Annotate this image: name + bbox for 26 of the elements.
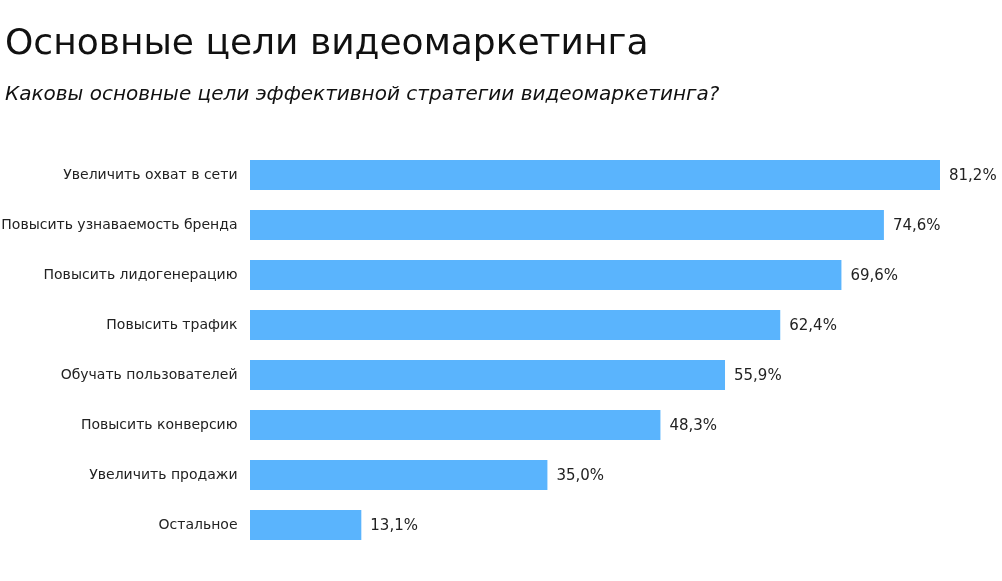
data-label: 13,1% bbox=[370, 516, 418, 534]
data-label: 48,3% bbox=[669, 416, 718, 434]
y-tick-label: Повысить трафик bbox=[106, 316, 238, 332]
data-label: 74,6% bbox=[892, 216, 941, 234]
y-tick-label: Остальное bbox=[158, 516, 238, 532]
bar bbox=[250, 210, 884, 240]
data-label: 62,4% bbox=[789, 316, 837, 334]
data-label: 81,2% bbox=[949, 166, 997, 184]
data-label: 69,6% bbox=[850, 266, 899, 284]
y-tick-label: Увеличить охват в сети bbox=[63, 166, 238, 182]
bar bbox=[250, 410, 661, 440]
bar bbox=[250, 460, 548, 490]
bar bbox=[250, 310, 781, 340]
data-label: 35,0% bbox=[556, 466, 605, 484]
y-tick-label: Увеличить продажи bbox=[89, 466, 238, 482]
bar bbox=[250, 160, 940, 190]
y-tick-label: Обучать пользователей bbox=[60, 366, 238, 382]
y-tick-label: Повысить конверсию bbox=[80, 416, 238, 432]
chart-title: Основные цели видеомаркетинга bbox=[5, 21, 649, 62]
bar bbox=[250, 260, 842, 290]
y-tick-label: Повысить узнаваемость бренда bbox=[1, 216, 238, 232]
data-label: 55,9% bbox=[734, 366, 782, 384]
bar bbox=[250, 360, 726, 390]
bar bbox=[250, 510, 362, 540]
y-tick-label: Повысить лидогенерацию bbox=[43, 266, 238, 282]
chart-subtitle: Каковы основные цели эффективной стратегии видеомаркетинга? bbox=[5, 81, 720, 105]
